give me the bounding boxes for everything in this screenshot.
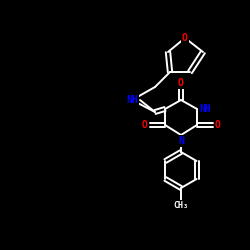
Text: N: N (178, 136, 184, 146)
Text: CH₃: CH₃ (174, 200, 188, 209)
Text: O: O (142, 120, 148, 130)
Text: NH: NH (126, 95, 138, 105)
Text: O: O (182, 33, 188, 43)
Text: O: O (178, 78, 184, 88)
Text: O: O (215, 120, 221, 130)
Text: NH: NH (199, 104, 211, 114)
